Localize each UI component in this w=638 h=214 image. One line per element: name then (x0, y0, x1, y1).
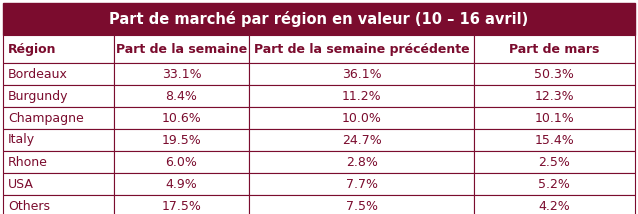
Text: 8.4%: 8.4% (166, 89, 198, 103)
Text: 10.6%: 10.6% (161, 111, 202, 125)
Text: Part de mars: Part de mars (509, 43, 600, 55)
Bar (114, 195, 249, 214)
Bar (114, 151, 249, 173)
Text: 4.2%: 4.2% (538, 199, 570, 213)
Bar (474, 129, 635, 151)
Bar (249, 63, 474, 85)
Bar (3, 195, 114, 214)
Bar (474, 85, 635, 107)
Text: USA: USA (8, 177, 34, 190)
Text: Champagne: Champagne (8, 111, 84, 125)
Bar (249, 107, 474, 129)
Bar (114, 173, 249, 195)
Text: Part de la semaine précédente: Part de la semaine précédente (254, 43, 470, 55)
Bar (474, 63, 635, 85)
Bar (3, 129, 114, 151)
Text: Others: Others (8, 199, 50, 213)
Bar (474, 35, 635, 63)
Text: 24.7%: 24.7% (342, 134, 382, 147)
Bar (474, 107, 635, 129)
Bar (474, 151, 635, 173)
Bar (3, 85, 114, 107)
Bar (249, 195, 474, 214)
Text: Italy: Italy (8, 134, 35, 147)
Bar (3, 35, 114, 63)
Text: 12.3%: 12.3% (535, 89, 574, 103)
Bar (114, 107, 249, 129)
Text: 7.7%: 7.7% (346, 177, 378, 190)
Text: 11.2%: 11.2% (342, 89, 382, 103)
Bar (3, 63, 114, 85)
Bar (249, 129, 474, 151)
Bar (3, 3, 635, 35)
Bar (3, 173, 114, 195)
Bar (3, 107, 114, 129)
Text: 2.8%: 2.8% (346, 156, 378, 168)
Text: Bordeaux: Bordeaux (8, 67, 68, 80)
Text: 2.5%: 2.5% (538, 156, 570, 168)
Text: 15.4%: 15.4% (535, 134, 574, 147)
Text: 19.5%: 19.5% (161, 134, 202, 147)
Bar (474, 195, 635, 214)
Text: 50.3%: 50.3% (535, 67, 574, 80)
Text: 33.1%: 33.1% (161, 67, 202, 80)
Text: Burgundy: Burgundy (8, 89, 68, 103)
Bar (249, 173, 474, 195)
Bar (249, 35, 474, 63)
Text: 4.9%: 4.9% (166, 177, 197, 190)
Text: Part de marché par région en valeur (10 – 16 avril): Part de marché par région en valeur (10 … (109, 11, 529, 27)
Text: Région: Région (8, 43, 57, 55)
Bar (249, 85, 474, 107)
Text: 5.2%: 5.2% (538, 177, 570, 190)
Bar (474, 173, 635, 195)
Text: 6.0%: 6.0% (166, 156, 198, 168)
Text: 36.1%: 36.1% (342, 67, 382, 80)
Bar (114, 129, 249, 151)
Text: 10.1%: 10.1% (535, 111, 574, 125)
Text: 17.5%: 17.5% (161, 199, 202, 213)
Text: 10.0%: 10.0% (342, 111, 382, 125)
Text: 7.5%: 7.5% (346, 199, 378, 213)
Text: Rhone: Rhone (8, 156, 48, 168)
Bar (114, 63, 249, 85)
Text: Part de la semaine: Part de la semaine (116, 43, 247, 55)
Bar (249, 151, 474, 173)
Bar (3, 151, 114, 173)
Bar (114, 85, 249, 107)
Bar (114, 35, 249, 63)
